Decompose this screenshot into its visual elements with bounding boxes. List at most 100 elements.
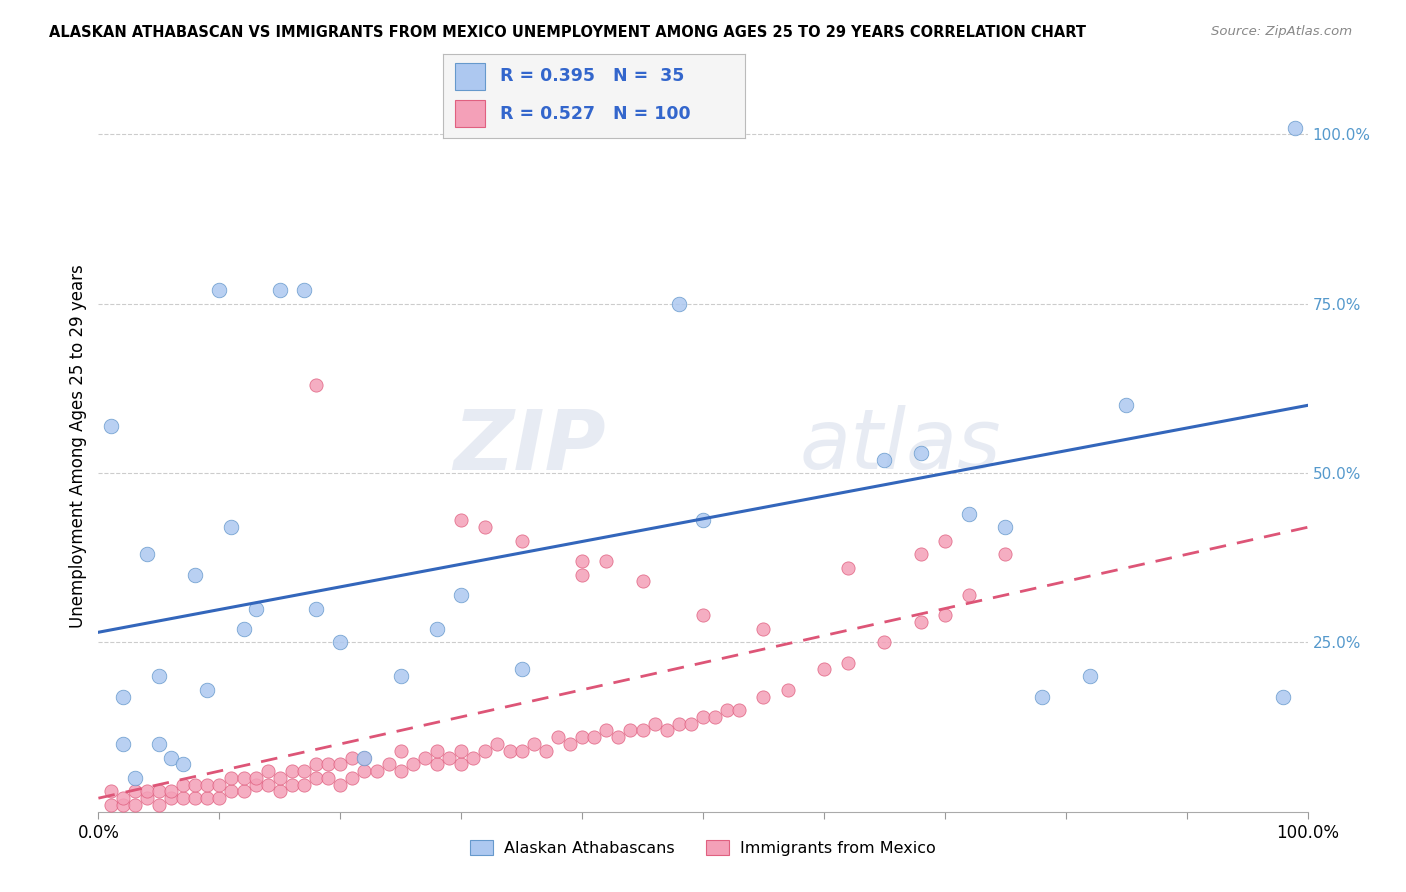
Point: [292, 778, 315, 792]
Point: [353, 750, 375, 764]
Point: [716, 703, 738, 717]
Point: [305, 378, 328, 392]
Point: [426, 744, 449, 758]
Point: [221, 784, 243, 798]
Point: [245, 771, 267, 785]
Point: [232, 771, 254, 785]
Point: [534, 744, 557, 758]
Point: [160, 750, 183, 764]
Point: [184, 567, 207, 582]
Point: [124, 771, 146, 785]
Point: [316, 757, 339, 772]
Text: atlas: atlas: [800, 406, 1001, 486]
Point: [135, 784, 157, 798]
Point: [704, 710, 727, 724]
Point: [269, 283, 291, 297]
Y-axis label: Unemployment Among Ages 25 to 29 years: Unemployment Among Ages 25 to 29 years: [69, 264, 87, 628]
Point: [135, 791, 157, 805]
Point: [752, 622, 775, 636]
Point: [957, 507, 980, 521]
Point: [463, 750, 485, 764]
Point: [668, 297, 690, 311]
Point: [389, 669, 412, 683]
Text: Source: ZipAtlas.com: Source: ZipAtlas.com: [1212, 25, 1353, 38]
Point: [450, 588, 472, 602]
Point: [679, 716, 702, 731]
Point: [208, 791, 231, 805]
Point: [692, 514, 714, 528]
Point: [100, 797, 122, 812]
Point: [728, 703, 751, 717]
Point: [316, 771, 339, 785]
Point: [184, 778, 207, 792]
Point: [329, 778, 352, 792]
Point: [292, 764, 315, 778]
Point: [607, 730, 630, 744]
Point: [595, 723, 617, 738]
Point: [148, 784, 170, 798]
Point: [510, 744, 533, 758]
Legend: Alaskan Athabascans, Immigrants from Mexico: Alaskan Athabascans, Immigrants from Mex…: [464, 834, 942, 863]
Point: [631, 723, 654, 738]
Text: R = 0.395   N =  35: R = 0.395 N = 35: [501, 68, 685, 86]
Point: [474, 744, 496, 758]
Point: [595, 554, 617, 568]
Point: [111, 690, 134, 704]
Point: [450, 514, 472, 528]
Point: [124, 797, 146, 812]
Point: [837, 561, 859, 575]
FancyBboxPatch shape: [456, 62, 485, 90]
Point: [934, 533, 956, 548]
Point: [813, 663, 835, 677]
Point: [571, 567, 593, 582]
Point: [957, 588, 980, 602]
Point: [148, 669, 170, 683]
Point: [148, 737, 170, 751]
Point: [353, 764, 375, 778]
Point: [221, 520, 243, 534]
Point: [558, 737, 581, 751]
Point: [692, 710, 714, 724]
Point: [474, 520, 496, 534]
Point: [232, 622, 254, 636]
Point: [668, 716, 690, 731]
Point: [1115, 398, 1137, 412]
Point: [148, 797, 170, 812]
Point: [195, 791, 218, 805]
Point: [221, 771, 243, 785]
Point: [994, 520, 1017, 534]
Point: [1272, 690, 1295, 704]
Point: [426, 622, 449, 636]
Point: [752, 690, 775, 704]
Point: [510, 533, 533, 548]
Point: [450, 744, 472, 758]
Point: [910, 615, 932, 629]
Point: [413, 750, 436, 764]
Point: [135, 547, 157, 561]
Point: [111, 791, 134, 805]
Point: [184, 791, 207, 805]
Point: [837, 656, 859, 670]
Point: [292, 283, 315, 297]
Point: [269, 784, 291, 798]
Point: [402, 757, 425, 772]
Point: [1284, 120, 1306, 135]
Point: [873, 635, 896, 649]
Point: [245, 778, 267, 792]
Point: [111, 737, 134, 751]
Point: [353, 750, 375, 764]
Point: [342, 771, 364, 785]
Point: [547, 730, 569, 744]
Point: [281, 778, 304, 792]
Point: [208, 778, 231, 792]
Point: [389, 744, 412, 758]
Point: [583, 730, 606, 744]
Point: [571, 554, 593, 568]
Point: [172, 791, 194, 805]
Point: [498, 744, 520, 758]
Point: [389, 764, 412, 778]
Point: [195, 682, 218, 697]
Point: [329, 635, 352, 649]
Point: [100, 784, 122, 798]
Point: [426, 757, 449, 772]
